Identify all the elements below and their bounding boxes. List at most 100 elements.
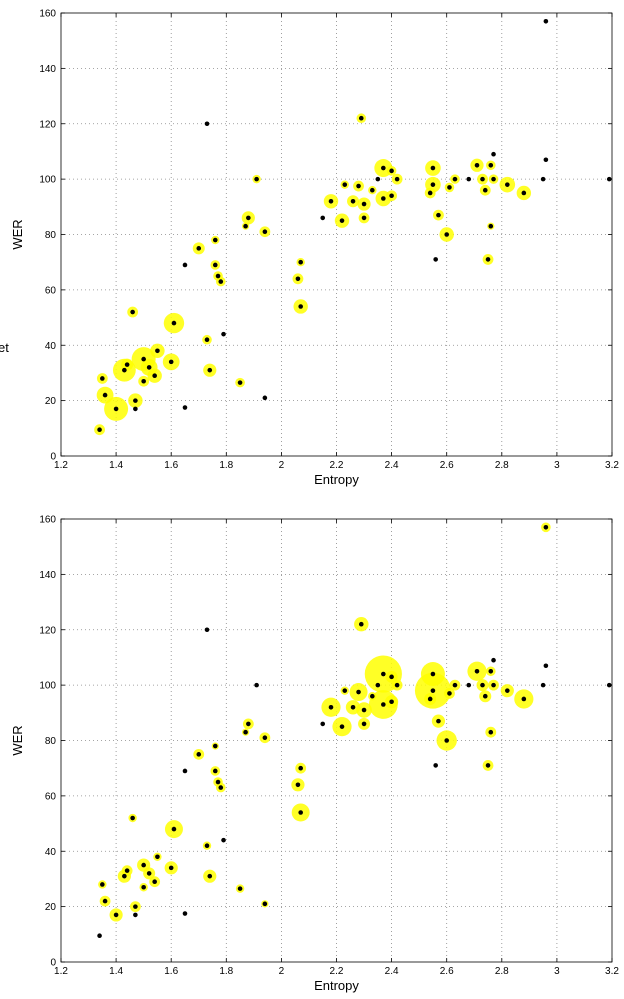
y-tick-label: 60 <box>45 791 57 802</box>
data-point <box>182 768 188 774</box>
x-tick-label: 2.2 <box>330 966 344 977</box>
data-point <box>488 162 494 168</box>
data-point <box>339 218 345 223</box>
data-point <box>452 682 458 688</box>
data-point <box>262 901 268 907</box>
data-point <box>381 702 386 707</box>
data-point <box>381 165 386 171</box>
x-tick-label: 1.2 <box>54 966 68 977</box>
data-point <box>298 259 303 265</box>
data-point <box>146 871 152 876</box>
data-point <box>124 868 130 873</box>
scatter-plot-2: 1.2 1.4 1.6 1.8 2 2.2 2.4 2.6 2.8 3 3.2 0 20 40 60 80 10… <box>10 515 619 994</box>
y-tick-label: 80 <box>45 230 57 241</box>
data-point <box>436 718 441 724</box>
data-point <box>394 682 400 688</box>
y-tick-label: 120 <box>39 625 56 636</box>
data-point <box>207 873 213 879</box>
x-tick-label: 2.8 <box>495 966 509 977</box>
data-point <box>212 237 218 243</box>
data-point <box>237 886 243 891</box>
data-point <box>361 215 367 221</box>
data-point <box>155 348 160 354</box>
data-point <box>543 663 549 669</box>
data-point <box>113 912 119 918</box>
plot-frame <box>60 12 613 457</box>
y-axis-label: WER <box>10 725 25 755</box>
data-point <box>133 398 138 403</box>
data-point <box>320 721 326 727</box>
data-point <box>389 168 394 174</box>
data-point <box>350 198 356 204</box>
data-point <box>466 176 472 182</box>
data-point <box>430 671 436 677</box>
x-tick-label: 1.8 <box>219 460 233 471</box>
data-point <box>254 176 259 182</box>
data-point <box>246 721 251 727</box>
data-point <box>436 212 441 218</box>
y-tick-label: 0 <box>50 452 56 463</box>
data-point <box>447 691 452 696</box>
data-point <box>141 884 146 890</box>
data-point <box>328 704 334 710</box>
data-point <box>204 627 210 633</box>
data-point <box>491 657 496 663</box>
data-point <box>430 182 436 187</box>
data-point <box>243 729 248 735</box>
y-tick-label: 120 <box>39 119 56 130</box>
x-tick-label: 1.6 <box>164 460 178 471</box>
y-tick-label: 20 <box>45 902 57 913</box>
data-point <box>295 782 301 788</box>
x-tick-label: 2.8 <box>495 460 509 471</box>
data-point <box>204 843 210 849</box>
data-point <box>543 19 549 24</box>
y-tick-label: 140 <box>39 64 56 75</box>
data-point <box>246 215 251 221</box>
data-point <box>491 682 496 688</box>
data-point <box>100 882 105 887</box>
data-point <box>358 621 364 627</box>
y-tick-label: 100 <box>39 681 56 692</box>
data-point <box>320 215 326 221</box>
y-tick-label: 100 <box>39 175 56 186</box>
x-tick-label: 1.4 <box>109 460 123 471</box>
data-point <box>328 198 334 204</box>
data-point <box>430 165 436 171</box>
y-tick-label: 80 <box>45 736 57 747</box>
data-point <box>370 693 375 699</box>
data-point <box>452 176 458 182</box>
data-point <box>298 765 303 771</box>
data-point <box>474 162 480 168</box>
data-point <box>480 682 485 688</box>
data-point <box>375 682 381 688</box>
data-point <box>215 273 221 279</box>
y-tick-label: 160 <box>39 9 56 20</box>
data-point <box>133 406 138 412</box>
data-point <box>358 115 364 121</box>
data-point <box>124 362 130 367</box>
data-point <box>141 356 146 362</box>
data-point <box>221 837 226 843</box>
data-point <box>122 873 127 879</box>
data-point <box>141 378 146 384</box>
scatter-plot-1: 1.2 1.4 1.6 1.8 2 2.2 2.4 2.6 2.8 3 3.2 0 20 40 60 80 10… <box>10 9 619 488</box>
data-point <box>204 337 210 343</box>
data-point <box>433 763 438 768</box>
data-point <box>168 865 174 871</box>
data-point <box>204 121 210 127</box>
data-point <box>130 309 135 315</box>
y-tick-label: 40 <box>45 847 57 858</box>
data-point <box>482 187 488 193</box>
x-tick-label: 3.2 <box>605 966 619 977</box>
x-tick-label: 2 <box>279 966 285 977</box>
data-point <box>427 696 433 702</box>
data-point <box>361 707 367 713</box>
y-tick-label: 40 <box>45 341 57 352</box>
data-point <box>433 257 438 262</box>
data-point <box>488 729 494 735</box>
data-point <box>444 738 450 743</box>
data-point <box>480 176 485 182</box>
data-point <box>262 395 268 401</box>
data-point <box>356 689 361 695</box>
